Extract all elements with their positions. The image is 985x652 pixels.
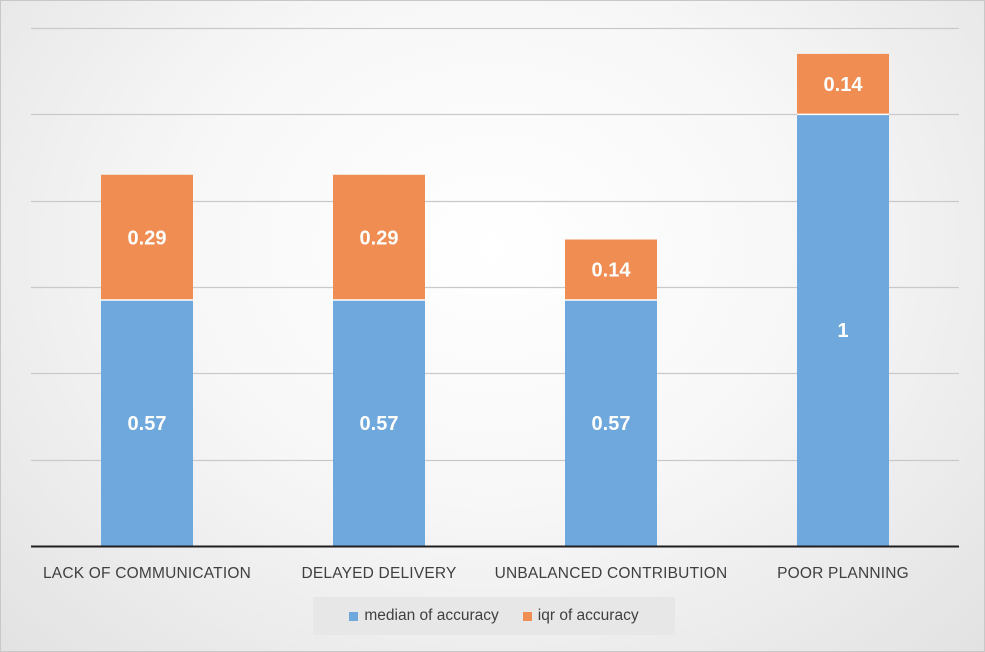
x-tick-label: POOR PLANNING [777, 565, 909, 582]
legend-item-median: median of accuracy [349, 607, 499, 625]
data-label: 0.14 [592, 260, 632, 282]
data-label: 1 [837, 320, 848, 342]
bar-segment-median [565, 299, 657, 546]
bar-segment-median [101, 299, 193, 546]
bar-segment-iqr [565, 239, 657, 300]
data-label: 0.57 [592, 413, 631, 435]
legend-label-iqr: iqr of accuracy [537, 607, 639, 624]
x-tick-label: LACK OF COMMUNICATION [43, 565, 251, 582]
legend-label-median: median of accuracy [364, 607, 499, 624]
legend-swatch-iqr [522, 611, 532, 621]
legend-item-iqr: iqr of accuracy [522, 607, 639, 625]
legend-swatch-median [349, 611, 359, 621]
bar-segment-iqr [101, 174, 193, 300]
x-tick-label: UNBALANCED CONTRIBUTION [495, 565, 728, 582]
data-label: 0.29 [360, 227, 399, 249]
data-label: 0.29 [128, 227, 167, 249]
data-label: 0.14 [824, 74, 864, 96]
legend: median of accuracy iqr of accuracy [313, 597, 675, 635]
data-label: 0.57 [360, 413, 399, 435]
bar-segment-median [797, 114, 889, 546]
bar-segment-iqr [333, 174, 425, 300]
x-tick-label: DELAYED DELIVERY [301, 565, 456, 582]
data-label: 0.57 [128, 413, 167, 435]
bar-segment-iqr [797, 53, 889, 115]
bar-segment-median [333, 299, 425, 546]
